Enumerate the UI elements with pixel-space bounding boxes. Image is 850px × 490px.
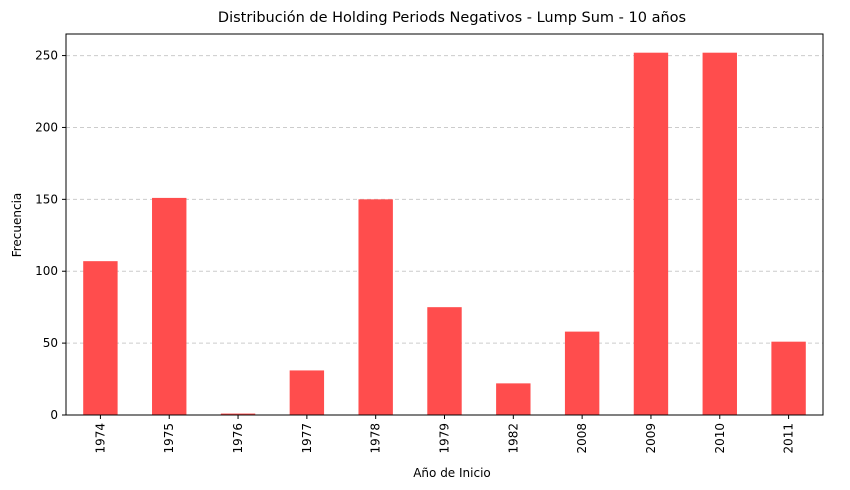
y-tick-label: 0: [50, 408, 58, 422]
bar-2011: [771, 341, 806, 415]
x-tick-label: 1977: [300, 423, 314, 454]
y-axis-label: Frecuencia: [10, 193, 24, 258]
chart-title: Distribución de Holding Periods Negativo…: [218, 10, 686, 26]
bar-1975: [152, 197, 187, 415]
y-tick-label: 250: [35, 49, 58, 63]
bar-1979: [427, 307, 462, 415]
x-tick-label: 1979: [438, 423, 452, 454]
x-tick-label: 2008: [575, 423, 589, 454]
x-tick-label: 1978: [369, 423, 383, 454]
x-tick-label: 1982: [506, 423, 520, 454]
bar-2010: [702, 52, 737, 416]
x-tick-label: 1974: [93, 423, 107, 454]
x-axis: 1974 1975 1976 1977 1978 1979 1982 2008 2009 2010…: [93, 415, 796, 454]
bar-1976: [220, 413, 256, 415]
x-tick-label: 1975: [162, 423, 176, 454]
x-tick-label: 2011: [782, 423, 796, 454]
y-tick-label: 50: [43, 336, 58, 350]
y-tick-label: 100: [35, 264, 58, 278]
bar-1974: [83, 261, 118, 415]
bars: [83, 52, 806, 416]
bar-1978: [358, 199, 393, 415]
bar-1977: [289, 370, 325, 415]
x-tick-label: 2009: [644, 423, 658, 454]
bar-2009: [633, 52, 669, 416]
y-axis: 0 50 100 150 200 250: [35, 49, 66, 422]
y-tick-label: 150: [35, 192, 58, 206]
plot-frame: [65, 33, 824, 416]
x-tick-label: 1976: [231, 423, 245, 454]
x-tick-label: 2010: [713, 423, 727, 454]
y-tick-label: 200: [35, 120, 58, 134]
bar-1982: [496, 383, 531, 415]
x-axis-label: Año de Inicio: [413, 466, 491, 480]
bar-2008: [564, 331, 600, 415]
